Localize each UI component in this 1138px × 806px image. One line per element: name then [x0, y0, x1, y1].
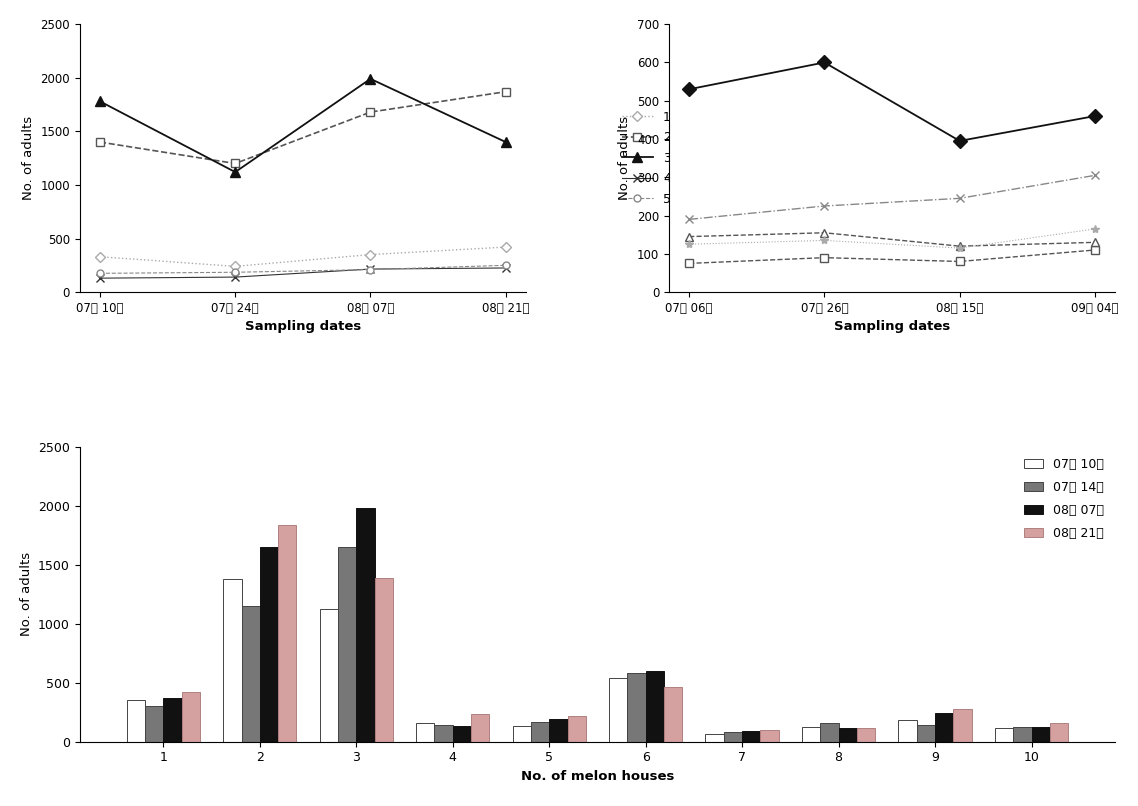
Line: 10: 10 [685, 225, 1099, 252]
Y-axis label: No. of adults: No. of adults [19, 552, 33, 636]
Bar [1013, 727, 1031, 742]
3 [229, 167, 242, 177]
X-axis label: No. of melon houses: No. of melon houses [521, 770, 674, 783]
X-axis label: Sampling dates: Sampling dates [834, 320, 950, 334]
Bar [417, 723, 435, 742]
Bar [453, 726, 471, 742]
1 [498, 243, 512, 252]
Bar [663, 688, 683, 742]
Bar [760, 729, 778, 742]
Bar [954, 708, 972, 742]
9 [817, 202, 831, 211]
Bar [223, 579, 241, 742]
1 [229, 261, 242, 271]
3 [93, 97, 107, 106]
Bar [182, 692, 200, 742]
Bar [627, 673, 645, 742]
7 [1088, 245, 1102, 255]
Bar [935, 713, 954, 742]
Bar [609, 678, 627, 742]
Line: 1: 1 [97, 243, 509, 270]
10 [817, 235, 831, 245]
Bar [742, 731, 760, 742]
Bar [259, 547, 278, 742]
5 [364, 264, 378, 274]
Line: 7: 7 [685, 246, 1099, 268]
Line: 5: 5 [97, 262, 509, 276]
Line: 6: 6 [684, 57, 1099, 146]
X-axis label: Sampling dates: Sampling dates [245, 320, 361, 334]
Bar [338, 547, 356, 742]
Bar [374, 578, 393, 742]
7 [683, 259, 696, 268]
4 [364, 264, 378, 274]
6 [953, 136, 966, 146]
Bar [320, 609, 338, 742]
2 [364, 107, 378, 117]
Bar [471, 714, 489, 742]
9 [683, 214, 696, 224]
Bar [531, 722, 550, 742]
Bar [1031, 727, 1050, 742]
9 [953, 193, 966, 203]
Bar [917, 725, 935, 742]
5 [498, 260, 512, 270]
7 [817, 253, 831, 263]
Bar [145, 706, 164, 742]
Bar [126, 700, 145, 742]
3 [364, 74, 378, 84]
Y-axis label: No. of adults: No. of adults [618, 116, 632, 200]
6 [683, 85, 696, 94]
Line: 8: 8 [685, 229, 1099, 251]
4 [498, 263, 512, 272]
4 [93, 273, 107, 283]
Bar [995, 728, 1013, 742]
Bar [164, 698, 182, 742]
2 [498, 87, 512, 97]
Legend: 1, 2, 3, 4, 5: 1, 2, 3, 4, 5 [617, 106, 676, 210]
Bar [857, 728, 875, 742]
Y-axis label: No. of adults: No. of adults [22, 116, 35, 200]
8 [817, 228, 831, 238]
2 [229, 159, 242, 168]
2 [93, 137, 107, 147]
Bar [435, 725, 453, 742]
7 [953, 256, 966, 266]
Bar [278, 525, 297, 742]
4 [229, 272, 242, 282]
Bar [550, 718, 568, 742]
10 [953, 243, 966, 253]
Legend: 07월 10일, 07월 14일, 08월 07일, 08월 21일: 07월 10일, 07월 14일, 08월 07일, 08월 21일 [1020, 453, 1110, 545]
1 [93, 252, 107, 262]
Line: 3: 3 [96, 74, 511, 177]
5 [229, 268, 242, 277]
Bar [898, 720, 917, 742]
8 [1088, 238, 1102, 247]
Bar [645, 671, 663, 742]
Bar [724, 732, 742, 742]
10 [683, 239, 696, 249]
Line: 4: 4 [96, 264, 510, 282]
Bar [706, 733, 724, 742]
1 [364, 250, 378, 260]
6 [817, 57, 831, 67]
9 [1088, 171, 1102, 181]
10 [1088, 224, 1102, 234]
Bar [820, 723, 839, 742]
8 [953, 241, 966, 251]
8 [683, 232, 696, 242]
Line: 2: 2 [96, 88, 510, 168]
Bar [1050, 723, 1069, 742]
Line: 9: 9 [685, 171, 1099, 223]
Bar [568, 717, 586, 742]
Bar [512, 726, 531, 742]
Bar [241, 606, 259, 742]
3 [498, 137, 512, 147]
Bar [802, 727, 820, 742]
6 [1088, 111, 1102, 121]
5 [93, 268, 107, 278]
Bar [356, 508, 374, 742]
Bar [839, 728, 857, 742]
